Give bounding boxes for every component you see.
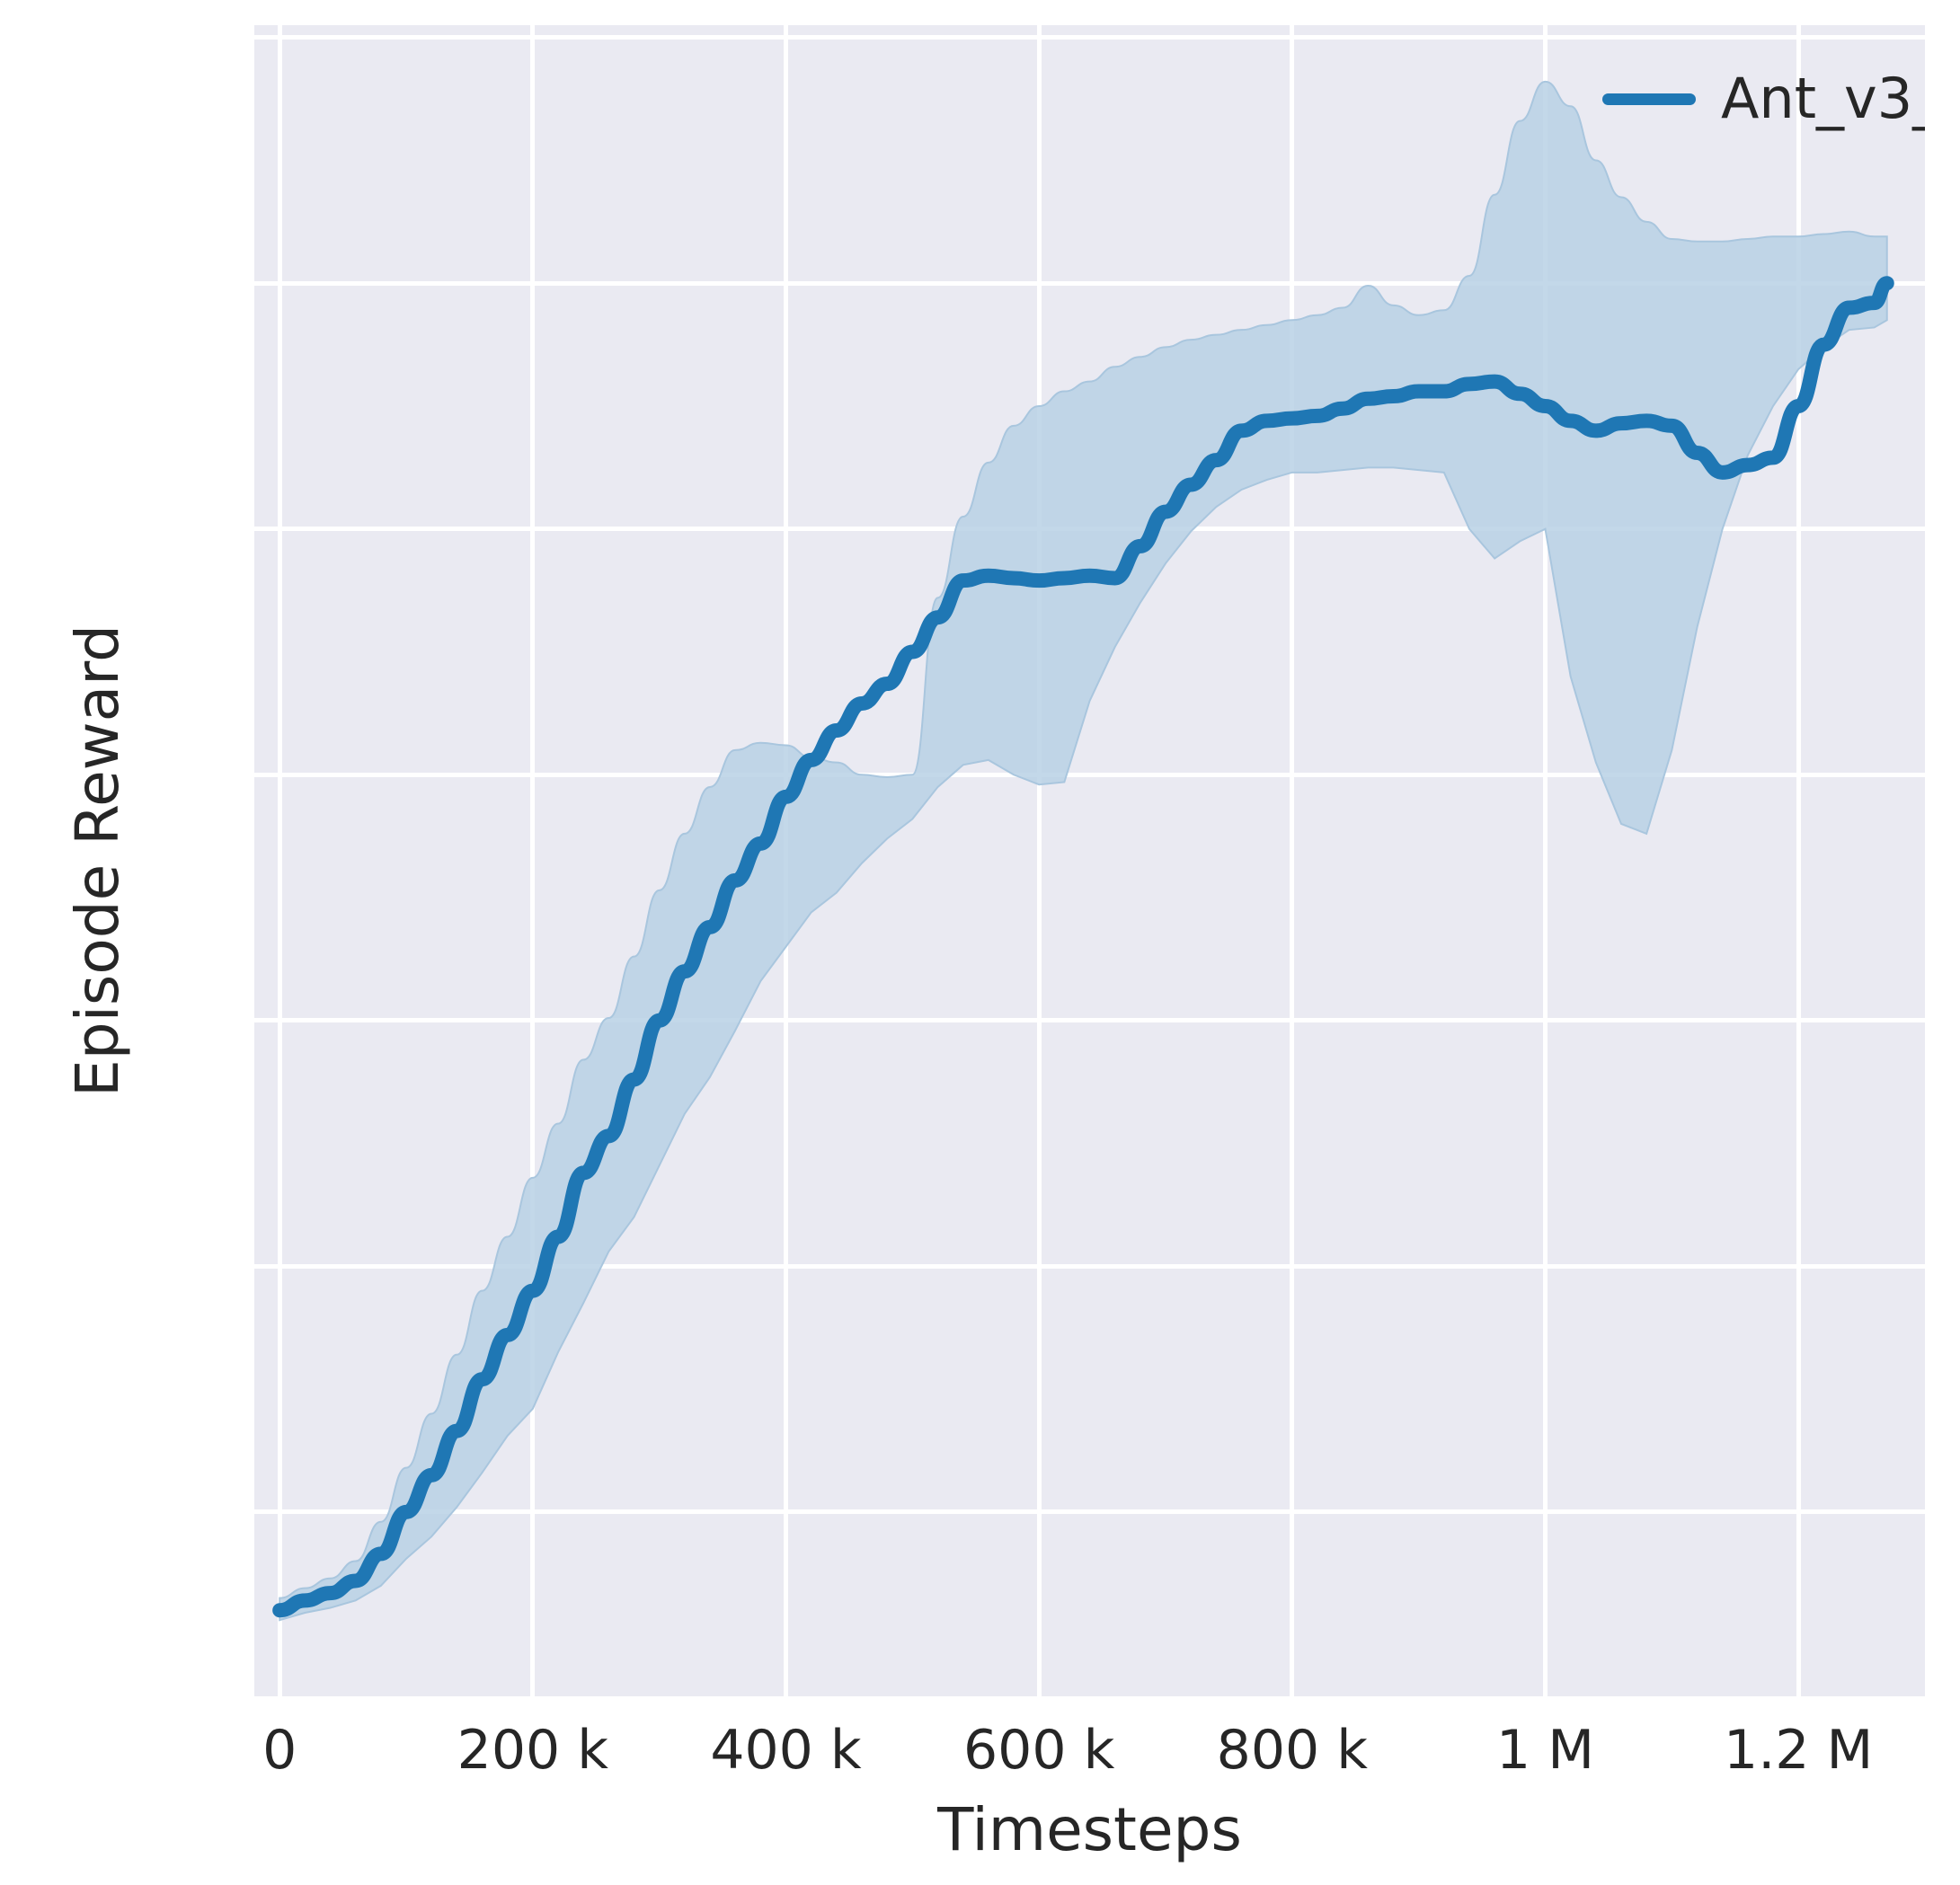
- gridline-vertical: [1290, 25, 1295, 1696]
- confidence-band: [279, 80, 1888, 1622]
- gridline-vertical: [1036, 25, 1042, 1696]
- gridline-horizontal: [254, 1018, 1925, 1023]
- gridline-horizontal: [254, 35, 1925, 40]
- gridline-vertical: [277, 25, 282, 1696]
- legend-color-swatch: [1602, 93, 1696, 105]
- mean-line: [272, 276, 1894, 1618]
- x-tick-label: 800 k: [1216, 1719, 1368, 1782]
- x-tick-label: 0: [262, 1719, 297, 1782]
- gridline-vertical: [1543, 25, 1548, 1696]
- x-tick-label: 1 M: [1495, 1719, 1595, 1782]
- gridline-horizontal: [254, 1509, 1925, 1515]
- legend: Ant_v3_sac (10): [1593, 66, 1925, 132]
- gridline-horizontal: [254, 772, 1925, 777]
- gridline-vertical: [1796, 25, 1801, 1696]
- x-axis-title: Timesteps: [937, 1795, 1242, 1864]
- gridline-horizontal: [254, 1263, 1925, 1269]
- y-axis-title: Episode Reward: [62, 624, 132, 1097]
- gridline-horizontal: [254, 280, 1925, 286]
- x-tick-label: 400 k: [710, 1719, 862, 1782]
- x-tick-label: 1.2 M: [1724, 1719, 1874, 1782]
- x-tick-label: 600 k: [962, 1719, 1115, 1782]
- chart-canvas: [272, 80, 1894, 1622]
- x-tick-label: 200 k: [457, 1719, 608, 1782]
- legend-entry-label: Ant_v3_sac (10): [1721, 66, 1925, 131]
- plot-area: Ant_v3_sac (10): [254, 25, 1925, 1696]
- gridline-vertical: [530, 25, 536, 1696]
